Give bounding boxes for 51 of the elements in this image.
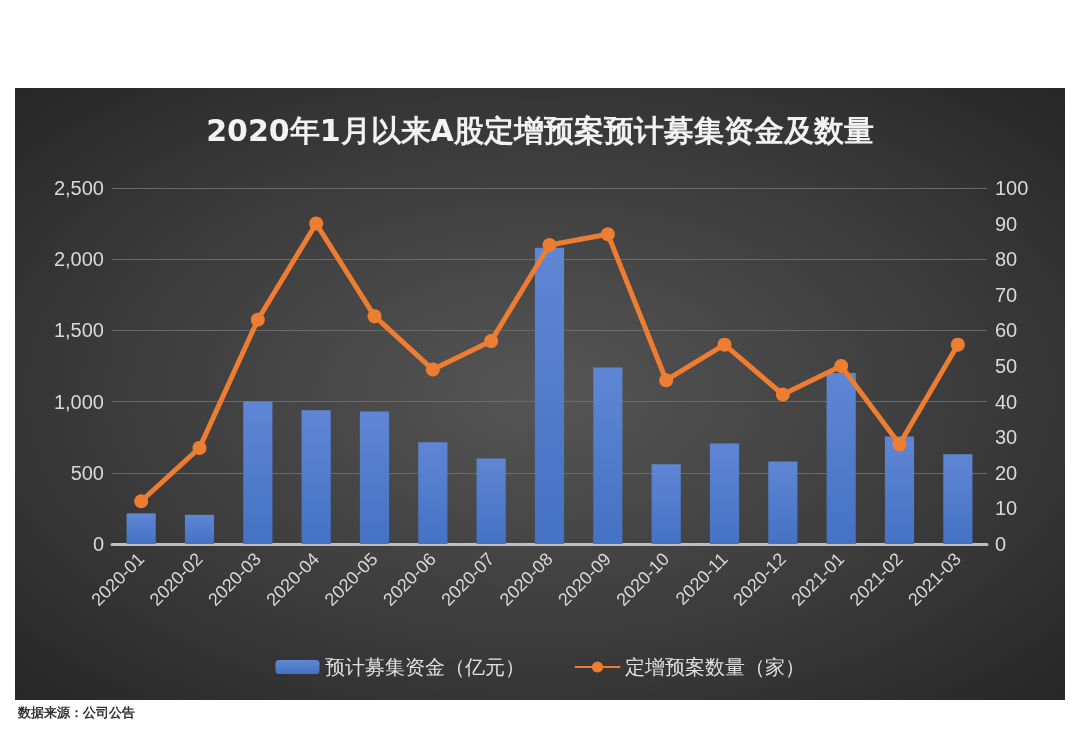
point xyxy=(192,440,207,455)
bar xyxy=(826,373,856,544)
y2-tick-label: 50 xyxy=(995,355,1018,377)
y-tick-label: 0 xyxy=(92,533,104,555)
bar xyxy=(709,443,740,544)
bar xyxy=(301,410,331,544)
point xyxy=(250,312,265,327)
point xyxy=(717,337,732,352)
y2-tick-label: 100 xyxy=(995,177,1029,199)
y-tick-label: 1,500 xyxy=(53,319,104,342)
point xyxy=(134,494,149,509)
bar xyxy=(884,436,915,544)
bar xyxy=(184,514,215,544)
legend-label: 定增预案数量（家） xyxy=(624,655,805,679)
point xyxy=(892,437,907,452)
bar xyxy=(126,513,156,544)
point xyxy=(600,227,615,242)
point xyxy=(542,237,557,252)
bar xyxy=(359,411,390,544)
y2-tick-label: 0 xyxy=(995,533,1007,555)
bar xyxy=(418,442,448,544)
bar xyxy=(534,247,565,544)
point xyxy=(950,337,965,352)
y2-tick-label: 40 xyxy=(995,390,1018,413)
y-tick-label: 2,000 xyxy=(53,248,104,271)
point xyxy=(484,334,499,349)
bar xyxy=(476,458,506,544)
y2-tick-label: 60 xyxy=(995,319,1018,342)
bar xyxy=(593,367,623,544)
y-tick-label: 2,500 xyxy=(53,177,104,199)
point xyxy=(659,373,674,388)
source-note: 数据来源：公司公告 xyxy=(18,704,135,722)
point xyxy=(775,387,790,402)
bar xyxy=(243,401,273,544)
y-tick-label: 1,000 xyxy=(53,390,104,413)
point xyxy=(834,359,849,373)
y2-tick-label: 30 xyxy=(995,426,1018,449)
point xyxy=(309,216,324,231)
y2-tick-label: 10 xyxy=(995,497,1018,520)
bar xyxy=(943,454,973,544)
bar xyxy=(651,464,681,544)
point xyxy=(425,362,440,377)
y2-tick-label: 90 xyxy=(995,212,1018,235)
y2-tick-label: 70 xyxy=(995,283,1018,306)
y2-tick-label: 20 xyxy=(995,461,1018,484)
legend-label: 预计募集资金（亿元） xyxy=(324,655,525,679)
chart-title: 2020年1月以来A股定增预案预计募集资金及数量 xyxy=(206,112,874,148)
y2-tick-label: 80 xyxy=(995,248,1018,271)
point xyxy=(367,309,382,324)
y-tick-label: 500 xyxy=(70,461,104,484)
bar xyxy=(768,461,798,544)
